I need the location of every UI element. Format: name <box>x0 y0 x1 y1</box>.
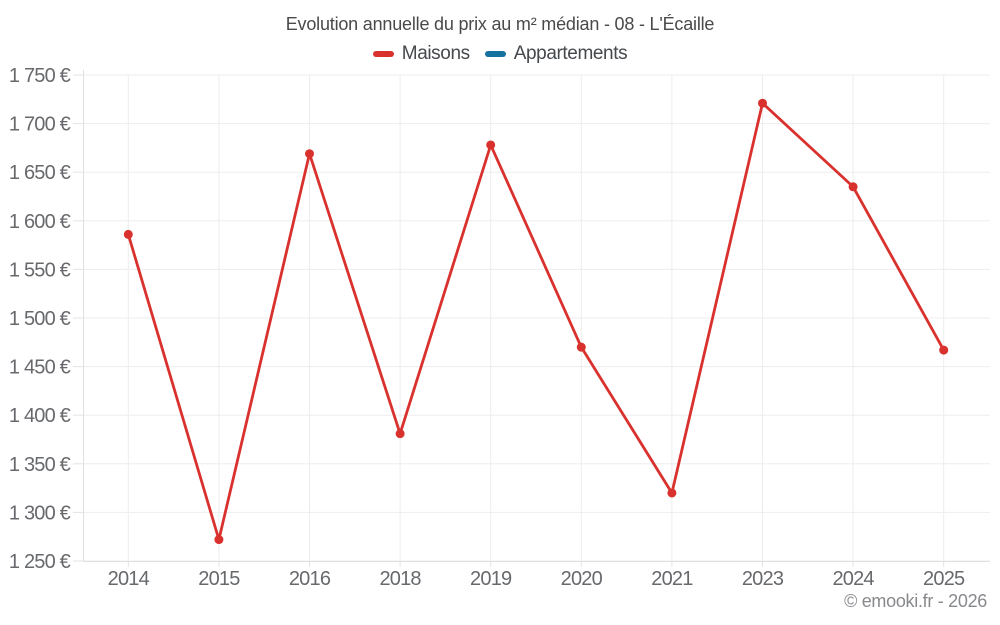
data-point-maisons-2025[interactable] <box>939 345 949 355</box>
x-tick-label: 2025 <box>923 568 965 590</box>
x-tick-label: 2018 <box>379 568 421 590</box>
y-tick-label: 1 350 € <box>9 454 71 476</box>
series-line-maisons <box>126 101 946 542</box>
x-tick-label: 2024 <box>832 568 874 590</box>
y-tick-label: 1 450 € <box>9 357 71 379</box>
data-point-maisons-2015[interactable] <box>214 535 224 545</box>
legend-swatch-appartements <box>484 51 506 57</box>
legend-item-maisons[interactable]: Maisons <box>372 43 470 65</box>
data-point-maisons-2019[interactable] <box>486 140 496 150</box>
y-tick-label: 1 700 € <box>9 114 71 136</box>
data-point-maisons-2018[interactable] <box>395 429 405 439</box>
x-tick-label: 2021 <box>651 568 693 590</box>
data-point-maisons-2023[interactable] <box>758 98 767 108</box>
y-tick-label: 1 650 € <box>9 162 71 184</box>
y-tick-label: 1 500 € <box>9 308 71 330</box>
chart-title: Evolution annuelle du prix au m² médian … <box>285 14 715 34</box>
chart-legend: Maisons Appartements <box>0 43 1000 65</box>
x-tick-label: 2014 <box>108 568 150 590</box>
y-tick-label: 1 250 € <box>9 551 71 573</box>
legend-item-appartements[interactable]: Appartements <box>484 43 628 65</box>
legend-label: Appartements <box>513 43 628 64</box>
data-point-maisons-2020[interactable] <box>576 342 586 352</box>
data-point-maisons-2024[interactable] <box>848 182 858 192</box>
x-tick-label: 2023 <box>742 568 784 590</box>
y-tick-label: 1 600 € <box>9 211 71 233</box>
x-tick-label: 2019 <box>470 568 512 590</box>
y-tick-label: 1 300 € <box>9 502 71 524</box>
y-tick-label: 1 550 € <box>9 259 71 281</box>
x-tick-label: 2020 <box>561 568 603 590</box>
y-tick-label: 1 400 € <box>9 405 71 427</box>
data-point-maisons-2021[interactable] <box>667 488 677 498</box>
x-tick-label: 2016 <box>289 568 331 590</box>
data-point-maisons-2016[interactable] <box>305 149 314 159</box>
data-point-maisons-2014[interactable] <box>123 229 133 239</box>
x-tick-label: 2015 <box>198 568 240 590</box>
credit-text: © emooki.fr - 2026 <box>844 591 987 611</box>
legend-label: Maisons <box>401 43 470 64</box>
legend-swatch-maisons <box>372 51 394 57</box>
y-tick-label: 1 750 € <box>9 65 71 87</box>
